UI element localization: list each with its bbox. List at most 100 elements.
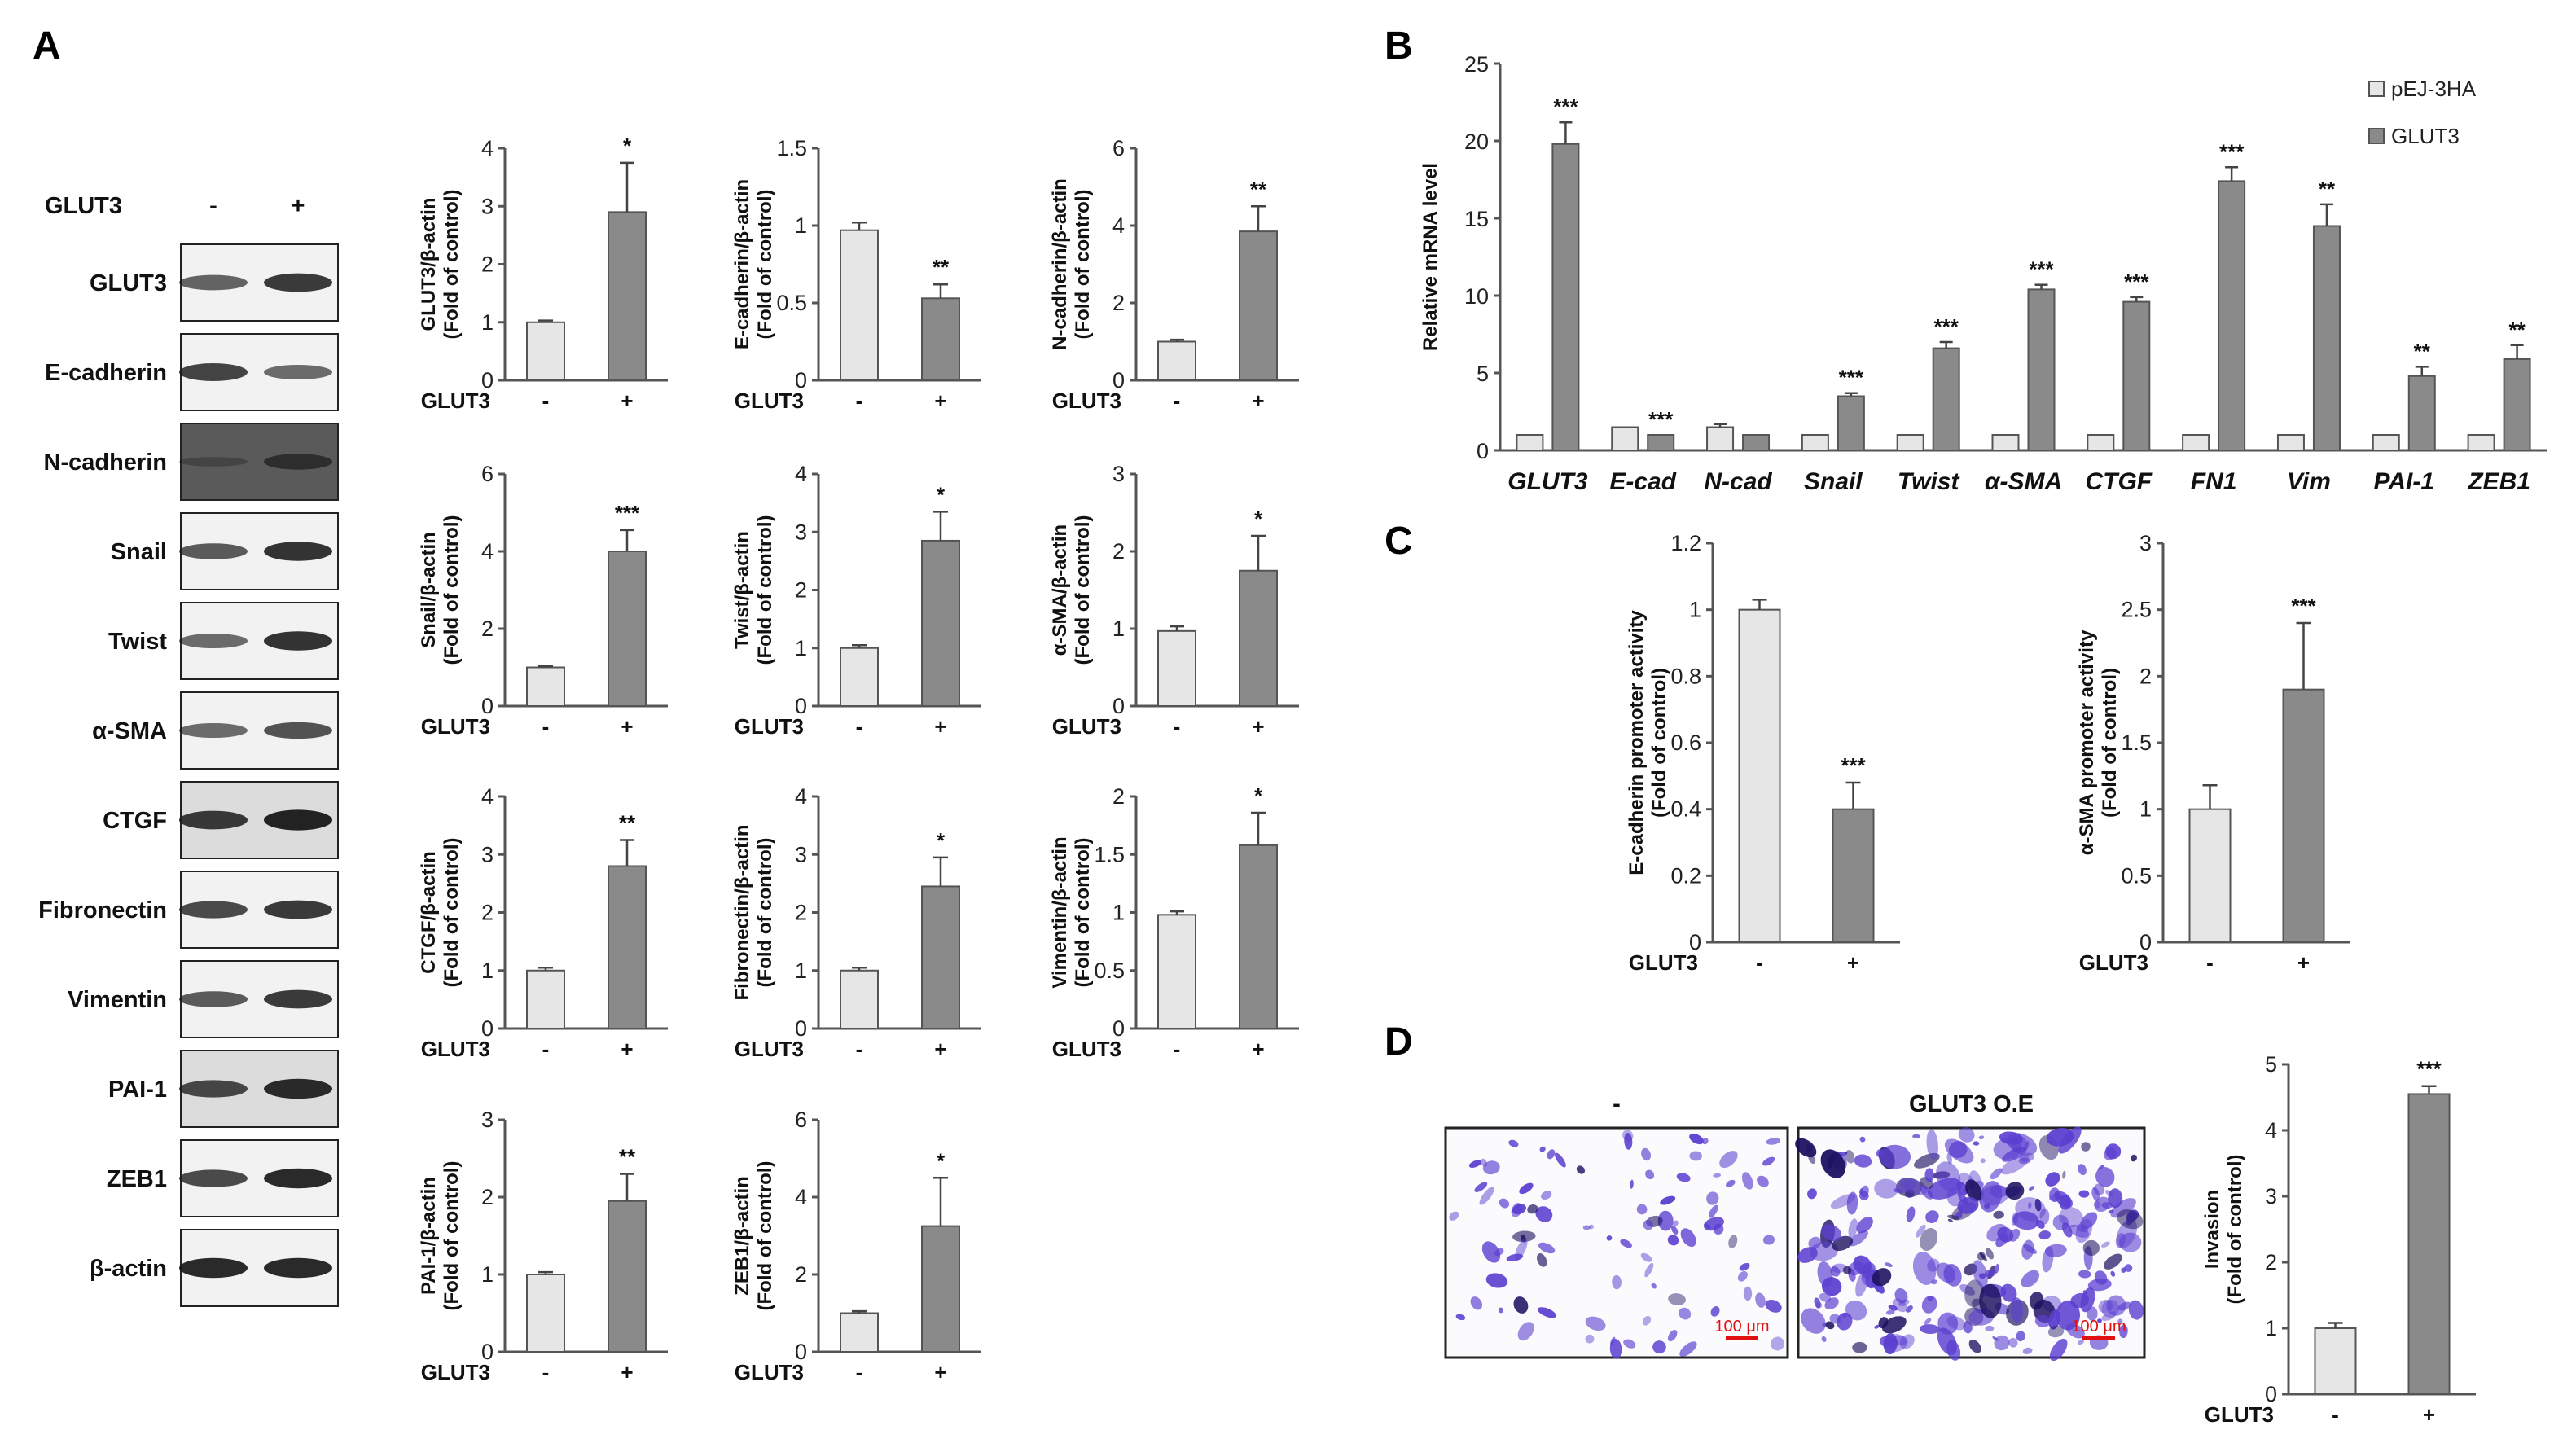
- panel-label-b: B: [1385, 24, 1413, 68]
- scale-bar-label: 100 μm: [2071, 1318, 2126, 1336]
- significance-label: ***: [1934, 314, 1959, 339]
- stained-cell: [2078, 1164, 2087, 1176]
- x-category-label: -: [542, 1360, 550, 1384]
- stained-cell: [1743, 1286, 1753, 1301]
- y-axis-label: ZEB1/β-actin: [731, 1176, 753, 1296]
- significance-label: ***: [2219, 139, 2245, 164]
- stained-cell: [2029, 1292, 2044, 1310]
- stained-cell: [2119, 1324, 2128, 1339]
- stained-cell: [1916, 1224, 1926, 1238]
- stained-cell: [1968, 1339, 1981, 1353]
- stained-cell: [1885, 1309, 1895, 1315]
- group-label: GLUT3: [1629, 950, 1698, 975]
- y-tick-label: 0.6: [1670, 730, 1701, 755]
- stained-cell: [1771, 1336, 1785, 1351]
- stained-cell: [1680, 1228, 1696, 1248]
- y-axis-label: Fibronectin/β-actin: [731, 825, 753, 1001]
- group-label: GLUT3: [1052, 388, 1121, 413]
- wb-band: [264, 722, 332, 739]
- stained-cell: [1641, 1147, 1652, 1161]
- stained-cell: [2095, 1167, 2115, 1187]
- wb-row-label: Snail: [111, 539, 167, 565]
- stained-cell: [1757, 1175, 1769, 1187]
- y-tick-label: 0: [1477, 439, 1489, 463]
- y-axis-label: PAI-1/β-actin: [418, 1177, 440, 1295]
- x-category-label: -: [1756, 950, 1763, 975]
- stained-cell: [1455, 1314, 1466, 1321]
- stained-cell: [2065, 1323, 2085, 1339]
- stained-cell: [1582, 1225, 1591, 1230]
- wb-row-label: Vimentin: [68, 987, 167, 1013]
- bar-glut3: [2282, 688, 2325, 944]
- y-tick-label: 1: [1689, 598, 1701, 622]
- y-tick-label: 0: [795, 694, 807, 718]
- y-tick-label: 0.2: [1670, 863, 1701, 888]
- stained-cell: [1927, 1296, 1934, 1301]
- stained-cell: [2034, 1198, 2042, 1212]
- stained-cell: [1854, 1154, 1872, 1168]
- stained-cell: [1766, 1138, 1781, 1145]
- stained-cell: [1588, 1224, 1594, 1230]
- y-tick-label: 2: [795, 1262, 807, 1287]
- stained-cell: [1921, 1296, 1937, 1314]
- y-tick-label: 3: [481, 194, 494, 218]
- stained-cell: [1585, 1334, 1595, 1344]
- stained-cell: [1539, 1146, 1546, 1152]
- stained-cell: [1879, 1144, 1911, 1169]
- stained-cell: [1874, 1324, 1880, 1329]
- stained-cell: [1814, 1297, 1821, 1309]
- stained-cell: [1538, 1242, 1556, 1254]
- stained-cell: [1858, 1187, 1864, 1195]
- significance-label: **: [2414, 339, 2431, 363]
- stained-cell: [1762, 1235, 1775, 1245]
- y-tick-label: 0: [795, 368, 807, 393]
- stained-cell: [1899, 1334, 1915, 1349]
- stained-cell: [1946, 1152, 1952, 1165]
- y-tick-label: 3: [1112, 462, 1125, 486]
- y-axis-label: (Fold of control): [441, 1161, 463, 1311]
- x-category-label: Vim: [2287, 468, 2331, 495]
- wb-band: [264, 900, 332, 919]
- stained-cell: [1837, 1312, 1853, 1331]
- y-tick-label: 4: [2265, 1118, 2277, 1143]
- y-axis-label: (Fold of control): [754, 838, 776, 988]
- stained-cell: [1830, 1193, 1856, 1209]
- x-category-label: -: [856, 714, 863, 739]
- y-tick-label: 1: [2139, 797, 2152, 822]
- stained-cell: [2101, 1311, 2117, 1322]
- y-tick-label: 5: [1477, 362, 1489, 386]
- stained-cell: [1973, 1260, 1988, 1287]
- stained-cell: [1519, 1182, 1534, 1195]
- y-tick-label: 0: [795, 1340, 807, 1364]
- stained-cell: [1527, 1204, 1538, 1214]
- stained-cell: [1980, 1158, 1986, 1164]
- y-tick-label: 0: [481, 1340, 494, 1364]
- bar-control: [526, 321, 565, 381]
- chart-c_asma: 0 0.5 1 1.5 2 2.5 3 α-SMA promoter activity (Fol…: [2076, 531, 2350, 975]
- y-axis-label: (Fold of control): [441, 515, 463, 665]
- legend-label: GLUT3: [2391, 124, 2460, 148]
- stained-cell: [1667, 1330, 1678, 1342]
- stained-cell: [1679, 1307, 1692, 1320]
- y-tick-label: 0: [1112, 368, 1125, 393]
- bar-glut3-zeb1: [2503, 358, 2531, 451]
- stained-cell: [1820, 1149, 1846, 1178]
- x-category-label: -: [856, 388, 863, 413]
- stained-cell: [1636, 1204, 1648, 1215]
- bar-glut3: [1239, 569, 1278, 707]
- stained-cell: [2101, 1202, 2113, 1209]
- stained-cell: [2008, 1228, 2021, 1242]
- legend-label: pEJ-3HA: [2391, 77, 2477, 101]
- stained-cell: [1537, 1307, 1556, 1318]
- bar-control: [840, 229, 879, 382]
- stained-cell: [1906, 1206, 1916, 1222]
- x-category-label: +: [934, 388, 946, 413]
- y-tick-label: 2: [2265, 1250, 2277, 1274]
- x-category-label: -: [2332, 1402, 2339, 1427]
- x-category-label: -: [542, 388, 550, 413]
- x-category-label: +: [1252, 714, 1264, 739]
- stained-cell: [2098, 1299, 2113, 1314]
- stained-cell: [1521, 1235, 1526, 1243]
- x-category-label: -: [1174, 388, 1181, 413]
